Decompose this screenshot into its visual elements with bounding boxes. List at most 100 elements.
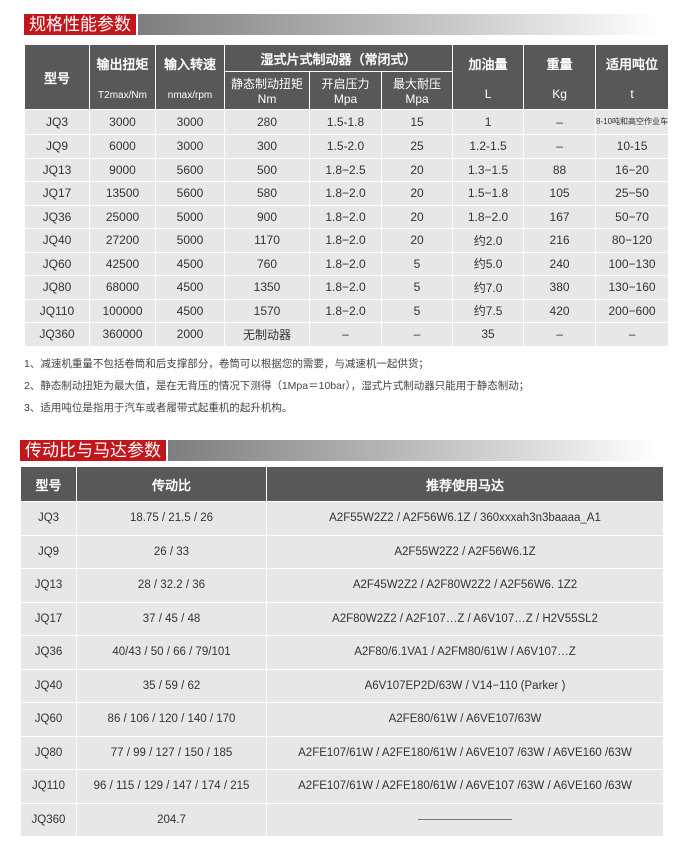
cell-speed: 5600 (155, 157, 225, 182)
cell-static-torque: 580 (224, 181, 310, 206)
cell-model: JQ13 (20, 568, 77, 603)
cell-open-pressure: 1.5-1.8 (309, 109, 382, 135)
cell-ratio: 28 / 32.2 / 36 (76, 568, 267, 603)
title-gradient (138, 14, 662, 35)
cell-max-pressure: 15 (380, 109, 454, 135)
table-row: JQ360 360000 2000 无制动器 – –35– – (24, 322, 670, 347)
cell-max-pressure: 20 (380, 228, 454, 253)
cell-torque: 27200 (89, 228, 156, 253)
header-oil: 加油量 L (452, 44, 525, 110)
note: 2、静态制动扭矩为最大值，是在无背压的情况下测得（1Mpa＝10bar），湿式片… (24, 380, 530, 392)
cell-weight: 105 (523, 181, 597, 206)
cell-ratio: 18.75 / 21.5 / 26 (76, 501, 267, 536)
cell-weight: – (523, 322, 597, 347)
section-title-bar-specs: 规格性能参数 (24, 14, 662, 35)
cell-model: JQ40 (20, 668, 77, 703)
cell-static-torque: 900 (224, 204, 310, 229)
table-row: JQ17 13500 5600 580 1.8−2.0 20 1.5−1.8 105 25−50 (24, 181, 670, 206)
cell-oil: 35 (452, 322, 525, 347)
cell-oil: 约7.0 (452, 275, 525, 300)
cell-speed: 5600 (155, 181, 225, 206)
cell-ratio: 26 / 33 (76, 534, 267, 569)
table-row: JQ9 6000 3000 300 1.5-2.0 25 1.2-1.5–10-15 (24, 134, 670, 159)
cell-static-torque: 1170 (224, 228, 310, 253)
cell-weight: 167 (523, 204, 597, 229)
cell-torque: 68000 (89, 275, 156, 300)
cell-speed: 2000 (155, 322, 225, 347)
table-row: JQ3 3000 3000 280 1.5-1.8 15 1–8-10吨和高空作业车 (24, 109, 670, 135)
table-row: JQ360 204.7 (20, 802, 664, 837)
motor-table: 型号 传动比 推荐使用马达 JQ3 18.75 / 21.5 / 26 A2F55W… (20, 466, 664, 837)
cell-oil: 1.5−1.8 (452, 181, 525, 206)
cell-model: JQ17 (24, 181, 90, 206)
cell-max-pressure: 20 (380, 157, 454, 182)
cell-model: JQ9 (24, 134, 90, 159)
cell-ratio: 86 / 106 / 120 / 140 / 170 (76, 702, 267, 737)
cell-oil: 1 (452, 109, 525, 135)
cell-motor: A6V107EP2D/63W / V14−110 (Parker ) (266, 668, 664, 703)
cell-static-torque: 300 (224, 134, 310, 159)
cell-speed: 5000 (155, 204, 225, 229)
cell-max-pressure: 5 (380, 251, 454, 276)
header-weight: 重量 Kg (523, 44, 597, 110)
table-row: JQ110 96 / 115 / 129 / 147 / 174 / 215 A2F… (20, 769, 664, 804)
cell-model: JQ9 (20, 534, 77, 569)
cell-open-pressure: 1.8−2.5 (309, 157, 382, 182)
cell-torque: 100000 (89, 298, 156, 323)
cell-max-pressure: – (380, 322, 454, 347)
cell-model: JQ3 (24, 109, 90, 135)
header-ton: 适用吨位 t (595, 44, 670, 110)
notes: 1、减速机重量不包括卷筒和后支撑部分，卷筒可以根据您的需要，与减速机一起供货； … (24, 353, 529, 419)
header-model: 型号 (24, 44, 90, 110)
header-open: 开启压力 Mpa (309, 71, 382, 110)
cell-weight: 88 (523, 157, 597, 182)
cell-open-pressure: 1.8−2.0 (309, 204, 382, 229)
cell-model: JQ40 (24, 228, 90, 253)
cell-max-pressure: 20 (380, 204, 454, 229)
table-row: JQ13 28 / 32.2 / 36 A2F45W2Z2 / A2F80W2Z2 … (20, 568, 664, 603)
cell-motor: A2FE107/61W / A2FE180/61W / A6VE107 /63W… (266, 735, 664, 770)
cell-oil: 约5.0 (452, 251, 525, 276)
cell-max-pressure: 20 (380, 181, 454, 206)
cell-tonnage: 10-15 (595, 134, 670, 159)
table-row: JQ40 27200 5000 1170 1.8−2.0 20 约2.0 216 80−120 (24, 228, 670, 253)
cell-open-pressure: 1.8−2.0 (309, 228, 382, 253)
cell-ratio: 204.7 (76, 802, 267, 837)
cell-torque: 9000 (89, 157, 156, 182)
cell-static-torque: 无制动器 (224, 322, 310, 347)
cell-tonnage: 80−120 (595, 228, 670, 253)
cell-open-pressure: 1.8−2.0 (309, 181, 382, 206)
cell-open-pressure: 1.8−2.0 (309, 298, 382, 323)
cell-open-pressure: 1.8−2.0 (309, 275, 382, 300)
cell-open-pressure: 1.8−2.0 (309, 251, 382, 276)
cell-tonnage: – (595, 322, 670, 347)
cell-model: JQ13 (24, 157, 90, 182)
cell-max-pressure: 5 (380, 298, 454, 323)
cell-weight: 240 (523, 251, 597, 276)
cell-tonnage: 200−600 (595, 298, 670, 323)
cell-ratio: 77 / 99 / 127 / 150 / 185 (76, 735, 267, 770)
table-row: JQ60 86 / 106 / 120 / 140 / 170 A2FE80/61W… (20, 702, 664, 737)
cell-max-pressure: 5 (380, 275, 454, 300)
cell-motor: A2F55W2Z2 / A2F56W6.1Z / 360xxxah3n3baaa… (266, 501, 664, 536)
cell-tonnage: 25−50 (595, 181, 670, 206)
cell-static-torque: 1570 (224, 298, 310, 323)
cell-torque: 42500 (89, 251, 156, 276)
table-row: JQ110 100000 4500 1570 1.8−2.0 5 约7.5 420 200−60… (24, 298, 670, 323)
cell-model: JQ110 (24, 298, 90, 323)
cell-static-torque: 280 (224, 109, 310, 135)
table-row: JQ9 26 / 33 A2F55W2Z2 / A2F56W6.1Z (20, 534, 664, 569)
table-row: JQ36 40/43 / 50 / 66 / 79/101 A2F80/6.1VA1… (20, 635, 664, 670)
note: 1、减速机重量不包括卷筒和后支撑部分，卷筒可以根据您的需要，与减速机一起供货； (24, 358, 429, 370)
cell-model: JQ110 (20, 769, 77, 804)
cell-motor: A2F45W2Z2 / A2F80W2Z2 / A2F56W6. 1Z2 (266, 568, 664, 603)
cell-model: JQ360 (24, 322, 90, 347)
empty-dash (418, 819, 512, 821)
cell-speed: 4500 (155, 298, 225, 323)
title-gradient (168, 440, 660, 461)
cell-speed: 4500 (155, 275, 225, 300)
header-static: 静态制动扭矩 Nm (224, 71, 310, 110)
cell-ratio: 40/43 / 50 / 66 / 79/101 (76, 635, 267, 670)
cell-oil: 约2.0 (452, 228, 525, 253)
cell-motor: A2F55W2Z2 / A2F56W6.1Z (266, 534, 664, 569)
